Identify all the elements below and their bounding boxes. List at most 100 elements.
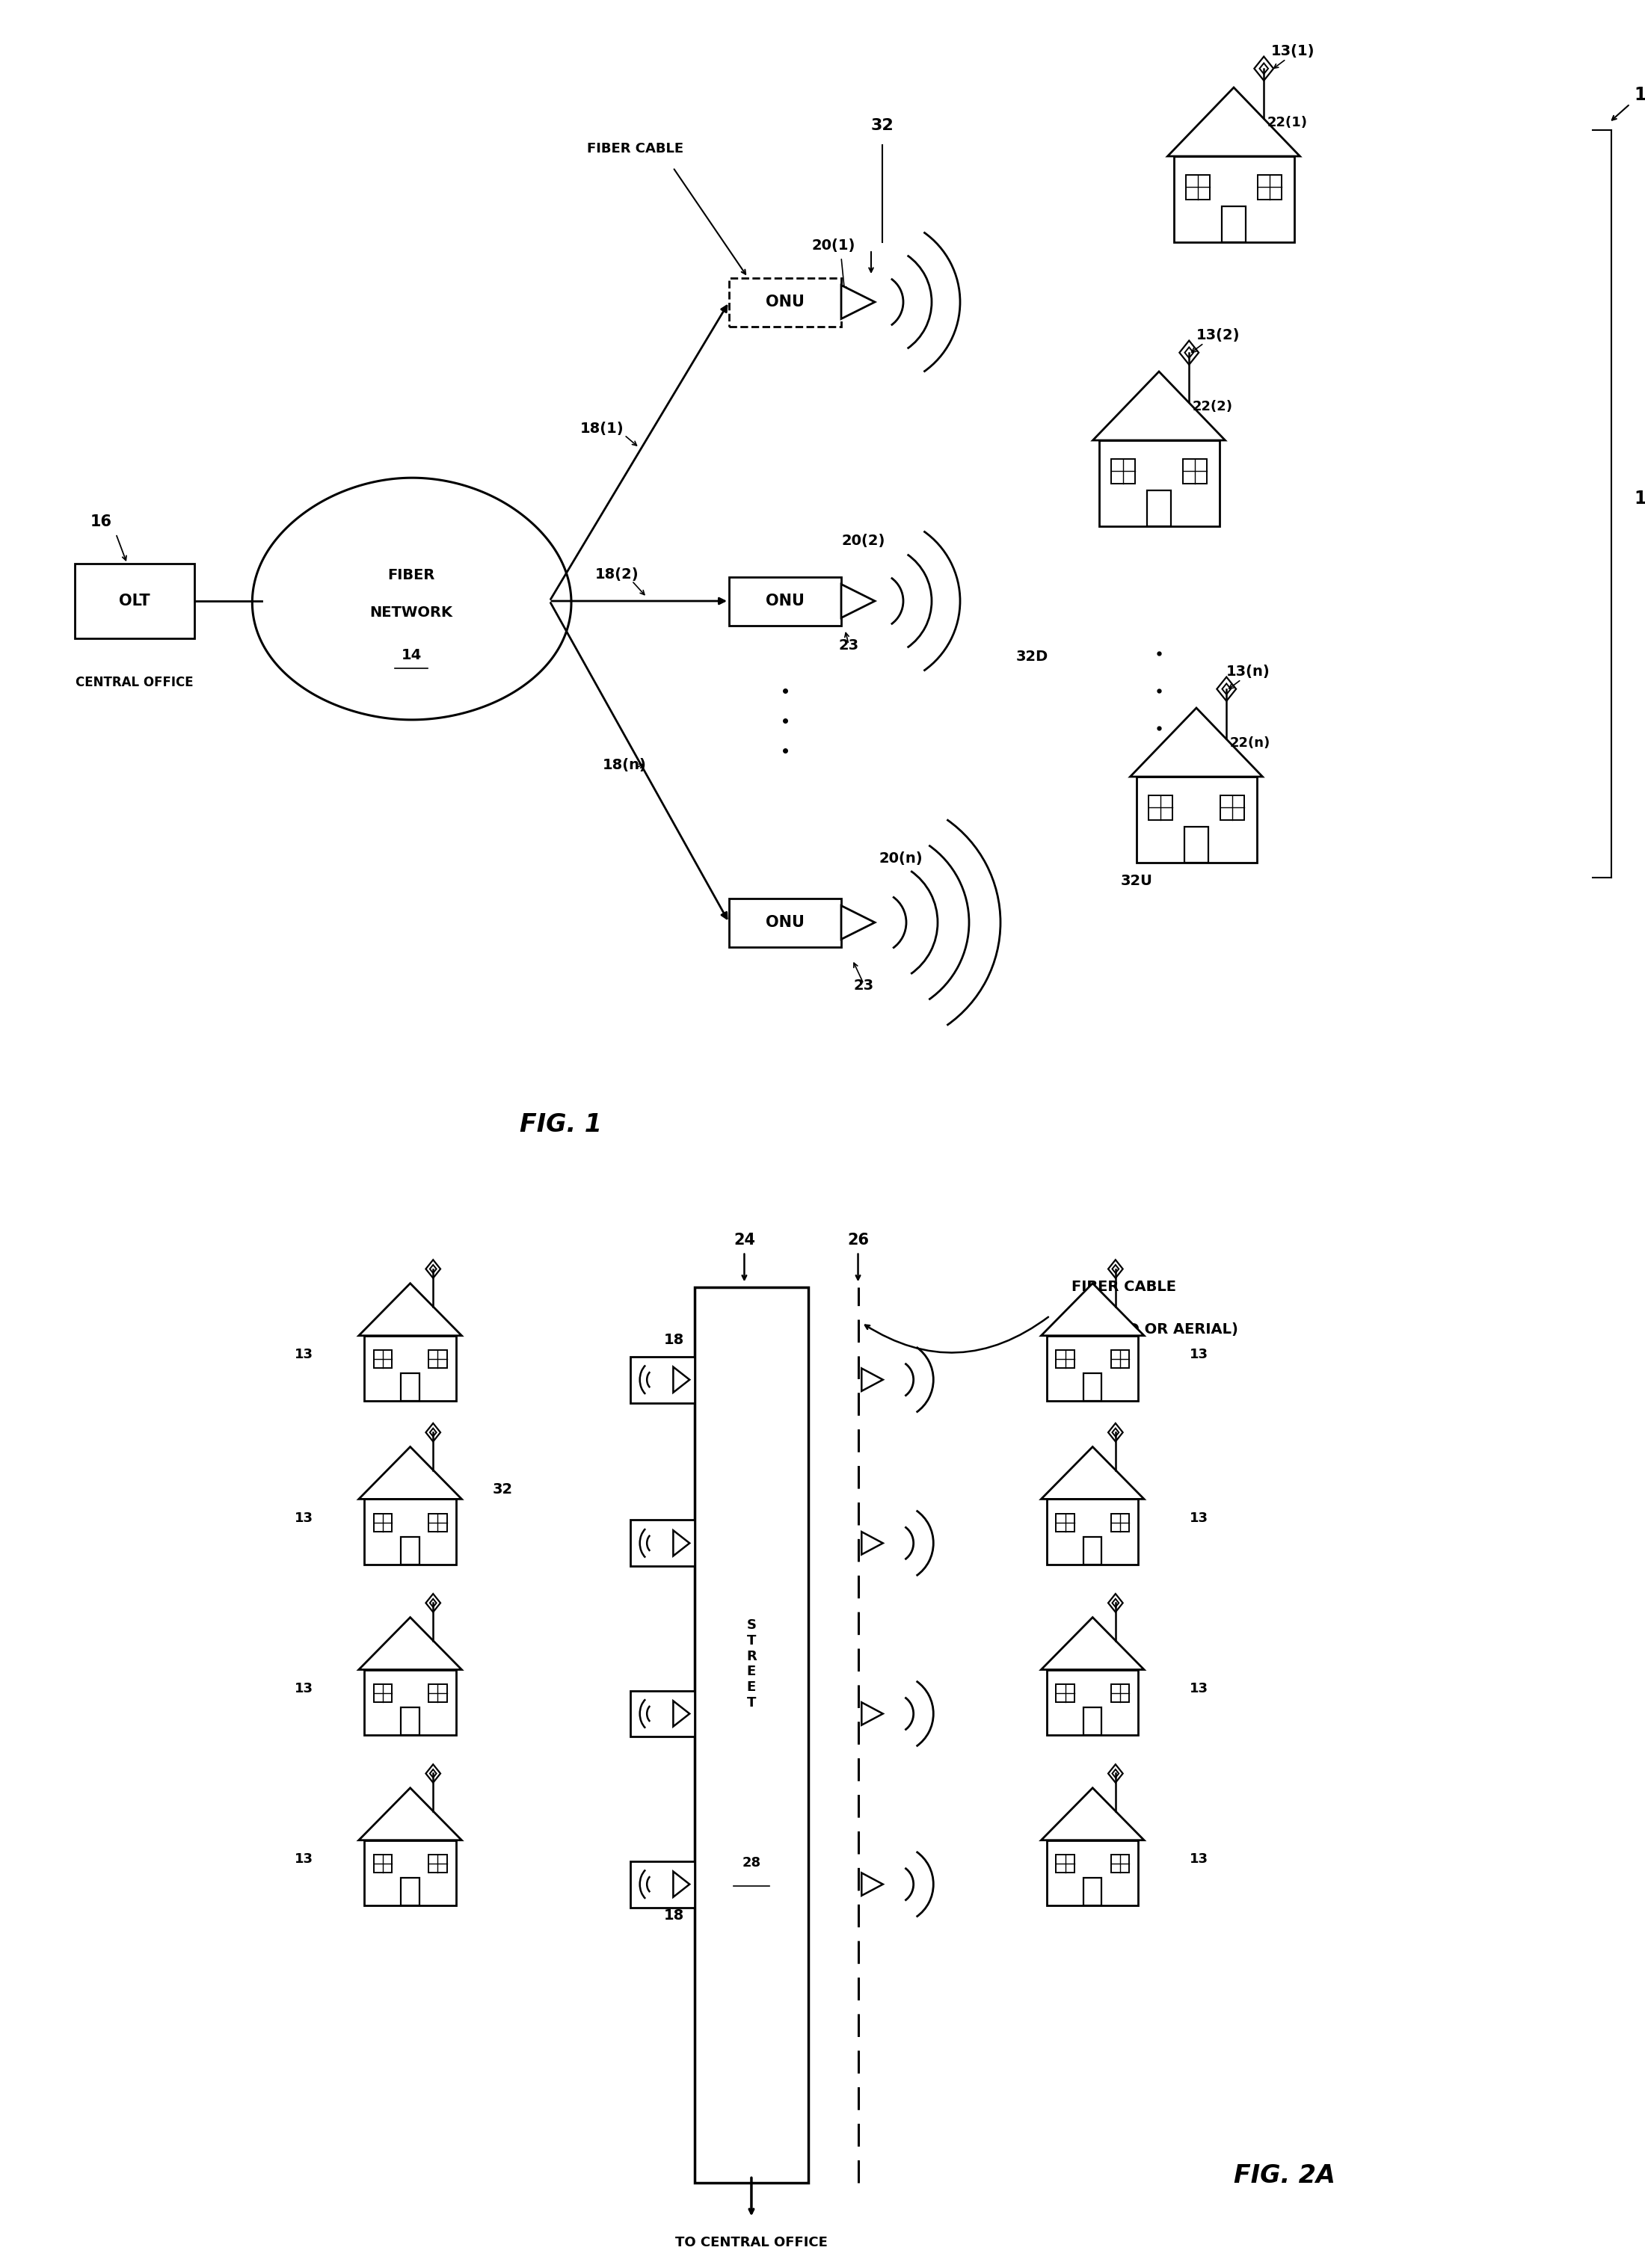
Text: 24: 24 bbox=[734, 1234, 755, 1247]
Polygon shape bbox=[630, 1356, 694, 1404]
Polygon shape bbox=[630, 1862, 694, 1907]
Text: 12: 12 bbox=[1633, 490, 1645, 508]
Text: TO CENTRAL OFFICE: TO CENTRAL OFFICE bbox=[674, 2236, 827, 2250]
Text: FIBER CABLE: FIBER CABLE bbox=[1071, 1279, 1176, 1293]
Polygon shape bbox=[1147, 490, 1171, 526]
Polygon shape bbox=[862, 1873, 883, 1896]
Polygon shape bbox=[1168, 88, 1300, 156]
Text: 32D: 32D bbox=[1015, 649, 1048, 665]
Polygon shape bbox=[1056, 1513, 1074, 1531]
Text: 18: 18 bbox=[663, 1910, 684, 1923]
Polygon shape bbox=[630, 1690, 694, 1737]
Polygon shape bbox=[373, 1513, 392, 1531]
Polygon shape bbox=[429, 1513, 447, 1531]
Polygon shape bbox=[1056, 1855, 1074, 1873]
Polygon shape bbox=[630, 1520, 694, 1567]
Text: 16: 16 bbox=[90, 515, 112, 528]
Text: 26: 26 bbox=[847, 1234, 869, 1247]
Text: 28: 28 bbox=[742, 1855, 760, 1869]
Text: 13: 13 bbox=[1189, 1683, 1209, 1696]
Polygon shape bbox=[359, 1787, 462, 1839]
Text: 13(n): 13(n) bbox=[1226, 665, 1270, 678]
Text: 18(n): 18(n) bbox=[602, 758, 646, 771]
Polygon shape bbox=[862, 1703, 883, 1726]
Text: NETWORK: NETWORK bbox=[370, 606, 452, 619]
Polygon shape bbox=[365, 1839, 456, 1905]
Text: 32: 32 bbox=[492, 1483, 513, 1497]
Polygon shape bbox=[429, 1855, 447, 1873]
Text: 13(2): 13(2) bbox=[1196, 329, 1240, 342]
Polygon shape bbox=[1110, 458, 1135, 483]
Text: 14: 14 bbox=[401, 649, 421, 662]
Polygon shape bbox=[1046, 1336, 1138, 1402]
Text: (BURIED OR AERIAL): (BURIED OR AERIAL) bbox=[1071, 1322, 1239, 1336]
Polygon shape bbox=[74, 565, 194, 637]
Polygon shape bbox=[365, 1499, 456, 1565]
Polygon shape bbox=[1084, 1538, 1102, 1565]
Text: FIBER CABLE: FIBER CABLE bbox=[587, 143, 684, 156]
Text: 13: 13 bbox=[1189, 1347, 1209, 1361]
Text: 10: 10 bbox=[1633, 86, 1645, 104]
Polygon shape bbox=[1110, 1855, 1128, 1873]
Text: ONU: ONU bbox=[765, 295, 804, 308]
Text: 18(1): 18(1) bbox=[581, 422, 623, 435]
Text: CENTRAL OFFICE: CENTRAL OFFICE bbox=[76, 676, 194, 689]
Polygon shape bbox=[359, 1447, 462, 1499]
Polygon shape bbox=[729, 898, 841, 946]
Polygon shape bbox=[1056, 1685, 1074, 1703]
Polygon shape bbox=[1137, 776, 1257, 862]
Polygon shape bbox=[1110, 1513, 1128, 1531]
Polygon shape bbox=[359, 1617, 462, 1669]
Text: 13: 13 bbox=[1189, 1510, 1209, 1524]
Text: 22(1): 22(1) bbox=[1267, 116, 1308, 129]
Polygon shape bbox=[1173, 156, 1295, 243]
Polygon shape bbox=[673, 1531, 689, 1556]
Text: 13: 13 bbox=[294, 1853, 313, 1867]
Polygon shape bbox=[1186, 175, 1209, 200]
Polygon shape bbox=[252, 479, 571, 719]
Text: FIG. 2A: FIG. 2A bbox=[1234, 2164, 1336, 2189]
Polygon shape bbox=[401, 1374, 419, 1402]
Polygon shape bbox=[373, 1349, 392, 1368]
Text: 13: 13 bbox=[1189, 1853, 1209, 1867]
Text: OLT: OLT bbox=[118, 594, 150, 608]
Polygon shape bbox=[862, 1531, 883, 1554]
Polygon shape bbox=[841, 286, 875, 320]
Polygon shape bbox=[862, 1368, 883, 1390]
Text: 13: 13 bbox=[294, 1347, 313, 1361]
Polygon shape bbox=[1110, 1685, 1128, 1703]
Polygon shape bbox=[1110, 1349, 1128, 1368]
Polygon shape bbox=[365, 1336, 456, 1402]
Polygon shape bbox=[673, 1368, 689, 1393]
Polygon shape bbox=[401, 1878, 419, 1905]
Polygon shape bbox=[1046, 1669, 1138, 1735]
Text: 32U: 32U bbox=[1120, 873, 1153, 889]
Polygon shape bbox=[1084, 1374, 1102, 1402]
Polygon shape bbox=[1148, 796, 1173, 819]
Text: 22(n): 22(n) bbox=[1230, 737, 1270, 751]
Text: 18: 18 bbox=[663, 1334, 684, 1347]
Polygon shape bbox=[429, 1349, 447, 1368]
Polygon shape bbox=[429, 1685, 447, 1703]
Text: 32: 32 bbox=[870, 118, 893, 134]
Polygon shape bbox=[1041, 1617, 1143, 1669]
Polygon shape bbox=[1183, 458, 1207, 483]
Polygon shape bbox=[1092, 372, 1226, 440]
Text: 20(n): 20(n) bbox=[878, 850, 923, 866]
Polygon shape bbox=[1258, 175, 1281, 200]
Text: FIBER: FIBER bbox=[388, 567, 434, 583]
Polygon shape bbox=[1041, 1284, 1143, 1336]
Polygon shape bbox=[1130, 708, 1262, 776]
Text: 23: 23 bbox=[839, 637, 859, 653]
Text: 13(1): 13(1) bbox=[1272, 43, 1314, 59]
Polygon shape bbox=[1046, 1839, 1138, 1905]
Text: ONU: ONU bbox=[765, 594, 804, 608]
Text: S
T
R
E
E
T: S T R E E T bbox=[747, 1619, 757, 1710]
Polygon shape bbox=[1041, 1787, 1143, 1839]
Polygon shape bbox=[365, 1669, 456, 1735]
Polygon shape bbox=[694, 1288, 808, 2182]
Text: 20(1): 20(1) bbox=[813, 238, 855, 252]
Polygon shape bbox=[1084, 1708, 1102, 1735]
Text: 13: 13 bbox=[294, 1683, 313, 1696]
Polygon shape bbox=[1046, 1499, 1138, 1565]
